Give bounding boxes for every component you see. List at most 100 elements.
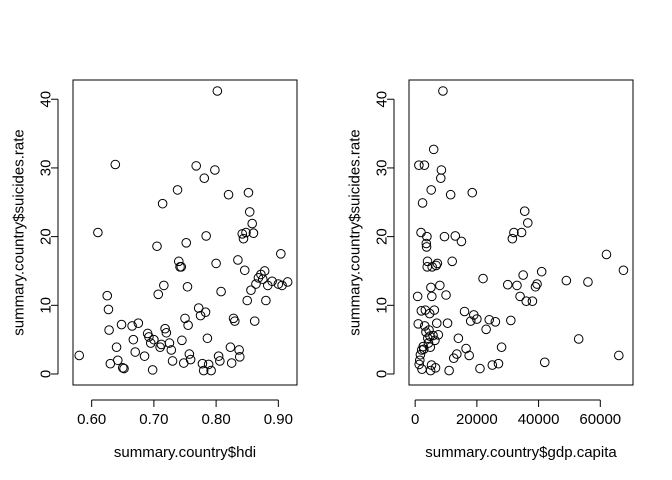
y-tick-label: 40 [374, 91, 391, 108]
data-point [185, 354, 196, 365]
data-point [493, 358, 504, 369]
data-point [215, 356, 225, 366]
data-point [130, 347, 141, 357]
data-point [432, 258, 443, 269]
data-point [246, 285, 256, 296]
data-point [465, 316, 476, 326]
x-tick-label: 0.60 [77, 411, 106, 428]
data-point [416, 306, 427, 316]
data-point [119, 363, 129, 374]
x-tick-label: 40000 [518, 411, 560, 428]
data-point [225, 342, 236, 353]
data-point [426, 282, 436, 293]
data-point [241, 227, 251, 238]
data-point [427, 262, 437, 272]
y-tick-label: 40 [38, 91, 55, 108]
data-point [261, 295, 271, 306]
data-point [601, 249, 612, 260]
data-point [156, 339, 167, 350]
data-point [475, 363, 485, 374]
data-point [478, 273, 488, 284]
data-point [111, 342, 122, 353]
data-point [242, 295, 253, 306]
data-point [176, 262, 187, 272]
data-point [441, 290, 451, 300]
gdp-scatter-panel: 0 20000 40000 60000 0 10 20 30 40 summary.country… [347, 79, 634, 461]
data-point [467, 187, 478, 198]
data-point [414, 359, 424, 370]
data-point [213, 351, 224, 361]
data-point [103, 304, 114, 315]
data-point [102, 290, 113, 301]
data-point [438, 86, 448, 96]
x-tick-label: 0 [411, 411, 419, 428]
data-point [229, 316, 240, 326]
data-point [139, 351, 150, 361]
data-point [461, 343, 471, 354]
data-point [247, 218, 257, 229]
data-point [618, 265, 629, 276]
data-point [439, 231, 450, 242]
y-tick-label: 10 [374, 297, 391, 314]
data-point [459, 306, 470, 317]
data-point [166, 345, 177, 355]
data-point [422, 231, 432, 242]
data-point [233, 255, 243, 265]
data-point [116, 319, 127, 330]
data-point [195, 310, 206, 321]
y-tick-label: 20 [374, 228, 391, 245]
data-point [203, 359, 214, 370]
x-axis-title: summary.country$hdi [114, 444, 256, 461]
data-point [522, 218, 533, 228]
data-point [539, 357, 550, 368]
data-point [435, 173, 446, 184]
data-point [507, 233, 518, 244]
data-point [419, 344, 429, 355]
data-point [415, 349, 426, 360]
data-point [249, 316, 260, 326]
data-point [157, 198, 168, 209]
data-point [442, 318, 453, 328]
data-point [490, 317, 501, 327]
data-point [509, 227, 519, 238]
data-point [191, 161, 201, 171]
data-point [128, 334, 139, 345]
data-point [238, 233, 249, 244]
y-axis-title: summary.country$suicides.rate [347, 129, 364, 335]
data-point [74, 350, 85, 361]
data-point [573, 334, 584, 344]
data-point [417, 198, 428, 208]
data-point [419, 160, 430, 170]
plot-frame [72, 79, 298, 386]
data-point [197, 358, 208, 369]
data-point [282, 277, 293, 287]
data-point [226, 358, 237, 368]
data-point [417, 364, 427, 375]
hdi-scatter-panel: 0.60 0.70 0.80 0.90 0 10 20 30 40 summary.country… [11, 79, 298, 461]
data-point [234, 345, 244, 355]
data-point [472, 314, 482, 324]
data-point [152, 241, 162, 252]
data-point [177, 335, 187, 346]
data-point [110, 159, 121, 170]
data-point [159, 280, 169, 291]
data-point [428, 144, 439, 155]
data-point [428, 330, 438, 341]
data-point [253, 273, 264, 283]
data-point [198, 365, 209, 376]
x-tick-label: 0.80 [202, 411, 231, 428]
data-point [149, 334, 159, 345]
data-point [243, 187, 254, 198]
y-tick-label: 0 [38, 370, 55, 378]
data-point [431, 318, 442, 328]
data-point [133, 318, 144, 328]
y-tick-label: 20 [38, 228, 55, 245]
y-tick-label: 30 [38, 160, 55, 177]
data-point [536, 266, 547, 277]
data-point [212, 86, 223, 96]
data-point [277, 280, 287, 291]
data-point [422, 256, 433, 267]
data-point [256, 269, 266, 280]
data-point [515, 291, 525, 302]
data-point [416, 227, 426, 238]
